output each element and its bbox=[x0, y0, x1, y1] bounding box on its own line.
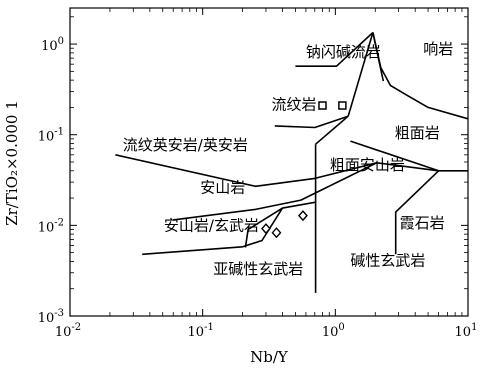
diamond-point-2 bbox=[298, 210, 308, 222]
field-label-6: 安山岩 bbox=[200, 179, 245, 197]
field-label-3: 粗面岩 bbox=[395, 124, 440, 142]
boundary-line-0 bbox=[115, 154, 468, 188]
boundary-line-2 bbox=[142, 207, 284, 256]
x-axis-label: Nb/Y bbox=[250, 348, 289, 366]
field-label-8: 霞石岩 bbox=[400, 214, 445, 232]
boundary-line-9 bbox=[350, 140, 439, 172]
y-axis-label: Zr/TiO₂×0.000 1 bbox=[3, 100, 21, 226]
boundary-line-5 bbox=[315, 115, 349, 145]
field-boundaries bbox=[115, 31, 469, 293]
x-tick-label-3: 101 bbox=[455, 322, 478, 340]
boundary-line-3 bbox=[244, 201, 316, 248]
boundary-line-8 bbox=[347, 32, 374, 117]
y-tick-label-2: 10-1 bbox=[38, 127, 64, 145]
x-tick-label-0: 10-2 bbox=[55, 322, 81, 340]
y-tick-label-0: 10-3 bbox=[38, 308, 64, 326]
boundary-line-6 bbox=[274, 115, 349, 129]
field-label-0: 钠闪碱流岩 bbox=[306, 43, 381, 61]
square-point-1 bbox=[338, 101, 347, 110]
boundary-line-7 bbox=[295, 31, 374, 67]
field-label-4: 流纹英安岩/英安岩 bbox=[123, 136, 248, 154]
field-label-7: 安山岩/玄武岩 bbox=[164, 216, 259, 234]
boundary-line-10 bbox=[372, 32, 469, 120]
field-label-5: 粗面安山岩 bbox=[330, 156, 405, 174]
y-tick-label-3: 100 bbox=[41, 36, 64, 54]
data-points bbox=[261, 101, 347, 239]
x-tick-label-1: 10-1 bbox=[188, 322, 214, 340]
boundary-line-1 bbox=[173, 162, 378, 221]
field-label-10: 亚碱性玄武岩 bbox=[213, 260, 303, 278]
boundary-line-12 bbox=[394, 170, 440, 255]
y-tick-label-1: 10-2 bbox=[38, 217, 64, 235]
diamond-point-0 bbox=[261, 223, 271, 235]
diamond-point-1 bbox=[271, 227, 282, 239]
field-label-1: 响岩 bbox=[423, 40, 453, 58]
field-label-9: 碱性玄武岩 bbox=[350, 252, 425, 270]
boundary-line-11 bbox=[372, 32, 385, 82]
square-point-0 bbox=[318, 101, 327, 110]
field-label-2: 流纹岩 bbox=[272, 95, 317, 113]
x-tick-label-2: 100 bbox=[322, 322, 345, 340]
